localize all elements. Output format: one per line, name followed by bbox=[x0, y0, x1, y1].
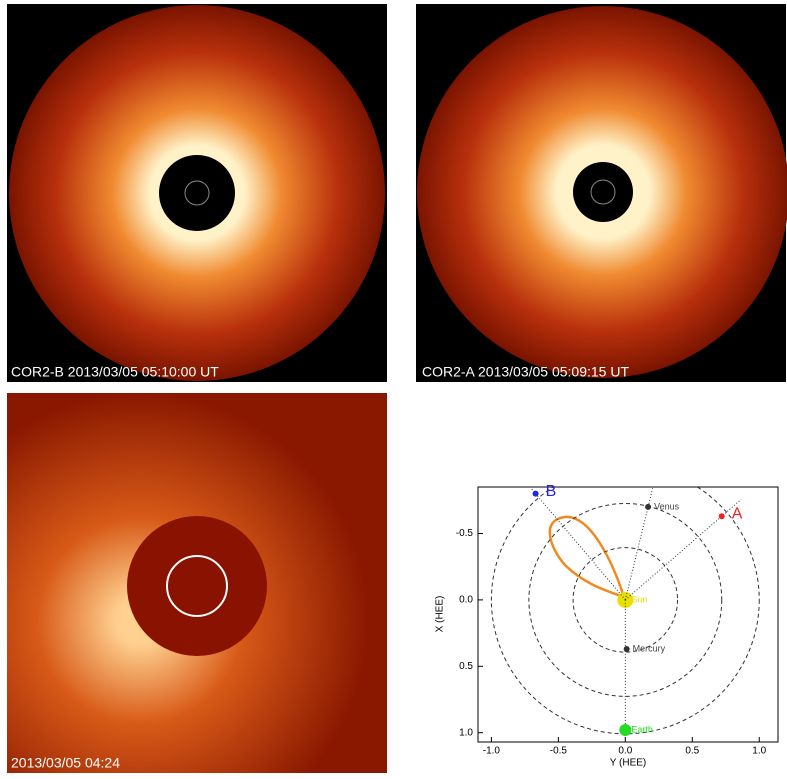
cor2-b-panel: COR2-B 2013/03/05 05:10:00 UT bbox=[7, 4, 387, 382]
body-marker bbox=[645, 503, 652, 510]
body-label: Mercury bbox=[633, 643, 666, 653]
body-label: Earth bbox=[631, 724, 653, 734]
y-tick-label: 0.0 bbox=[459, 595, 473, 606]
caption: COR2-A 2013/03/05 05:09:15 UT bbox=[422, 364, 629, 380]
lasco-panel: 2013/03/05 04:24 bbox=[7, 393, 387, 773]
body-marker bbox=[718, 513, 725, 520]
x-tick-label: -1.0 bbox=[483, 746, 501, 757]
body-label: Venus bbox=[654, 501, 680, 511]
body-label: B bbox=[546, 483, 557, 500]
body-marker bbox=[532, 490, 539, 497]
x-axis-label: Y (HEE) bbox=[610, 758, 647, 769]
y-axis-label: X (HEE) bbox=[435, 596, 446, 633]
sight-line bbox=[529, 487, 626, 601]
body-label: A bbox=[732, 505, 743, 522]
orbit bbox=[572, 547, 679, 653]
sight-line bbox=[624, 488, 654, 601]
orbit bbox=[528, 502, 723, 697]
cme-loop bbox=[548, 515, 626, 599]
y-tick-label: 1.0 bbox=[459, 727, 473, 738]
x-tick-label: 1.0 bbox=[752, 746, 766, 757]
position-plot: Y (HEE) X (HEE) -1.0 -0.5 0.0 0.5 1.0 -0.5 0.0… bbox=[435, 483, 779, 769]
x-tick-label: 0.0 bbox=[618, 746, 632, 757]
body-label: Sun bbox=[631, 594, 647, 604]
body-marker bbox=[623, 646, 630, 653]
x-tick-label: 0.5 bbox=[685, 746, 699, 757]
cor2-a-panel: COR2-A 2013/03/05 05:09:15 UT bbox=[416, 4, 787, 382]
y-tick-label: 0.5 bbox=[459, 661, 473, 672]
x-tick-label: -0.5 bbox=[550, 746, 568, 757]
y-tick-label: -0.5 bbox=[456, 528, 474, 539]
caption: COR2-B 2013/03/05 05:10:00 UT bbox=[11, 364, 219, 380]
caption: 2013/03/05 04:24 bbox=[11, 755, 120, 771]
body-marker bbox=[619, 724, 632, 737]
